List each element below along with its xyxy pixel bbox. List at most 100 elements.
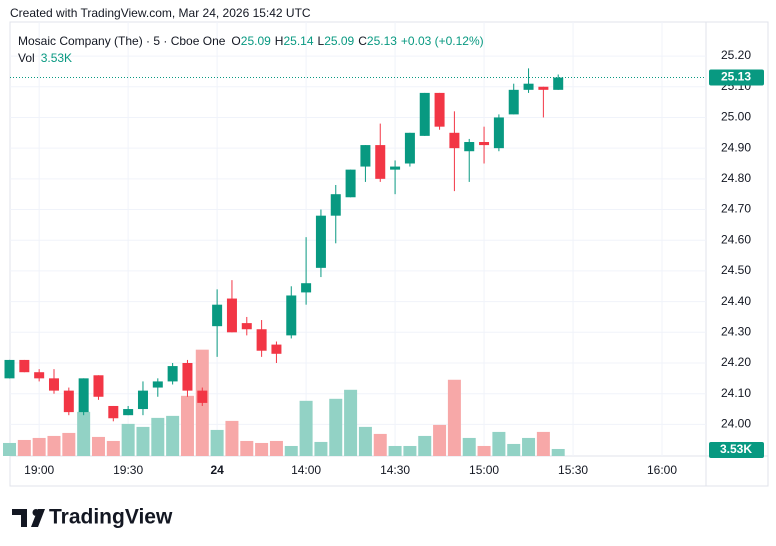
volume-bar <box>477 445 491 456</box>
y-tick-label: 24.30 <box>721 324 751 338</box>
y-tick-label: 24.40 <box>721 294 751 308</box>
volume-bar <box>180 395 194 456</box>
candle-body <box>345 169 356 198</box>
candle-body <box>48 378 59 391</box>
y-tick-label: 25.00 <box>721 110 751 124</box>
volume-legend-label: Vol <box>18 51 35 65</box>
volume-bar <box>77 411 91 456</box>
candle-body <box>315 215 326 268</box>
volume-bar <box>388 445 402 456</box>
last-price-label: 25.13 <box>721 70 751 84</box>
candle-body <box>197 390 208 403</box>
volume-bar <box>358 426 372 456</box>
candle-body <box>508 89 519 115</box>
candle-body <box>212 304 223 327</box>
volume-bar <box>344 389 358 456</box>
y-tick-label: 24.10 <box>721 386 751 400</box>
candle-body <box>78 378 89 413</box>
high-label: H <box>275 34 284 48</box>
volume-bar <box>492 431 506 456</box>
open-value: 25.09 <box>241 34 271 48</box>
volume-bar <box>91 436 105 456</box>
candle-body <box>464 142 475 152</box>
candle-body <box>553 77 564 90</box>
y-tick-label: 24.50 <box>721 263 751 277</box>
volume-bar <box>240 440 254 456</box>
y-tick-label: 24.70 <box>721 202 751 216</box>
volume-bar <box>373 433 387 456</box>
y-tick-label: 24.60 <box>721 232 751 246</box>
volume-bar <box>106 440 120 456</box>
x-tick-label: 15:00 <box>469 463 499 477</box>
last-price-box <box>709 69 764 86</box>
candle-body <box>4 359 15 379</box>
candle-body <box>330 194 341 216</box>
candle-body <box>93 375 104 397</box>
candle-body <box>256 329 267 351</box>
candle-body <box>434 92 445 127</box>
low-value: 25.09 <box>324 34 354 48</box>
candle-body <box>241 323 252 330</box>
candle-body <box>479 142 490 146</box>
candle-body <box>286 295 297 336</box>
volume-bar <box>3 442 16 456</box>
candle-body <box>63 390 74 413</box>
x-tick-label: 14:00 <box>291 463 321 477</box>
volume-bar <box>284 445 298 456</box>
candle-body <box>404 132 415 164</box>
candles <box>4 68 564 422</box>
candle-body <box>108 405 119 419</box>
symbol: Mosaic Company (The) · 5 · Cboe One <box>18 34 226 48</box>
high-value: 25.14 <box>283 34 313 48</box>
last-volume-label: 3.53K <box>720 442 752 456</box>
volume-bar <box>255 442 269 456</box>
volume-bar <box>47 435 61 456</box>
x-tick-label: 19:30 <box>113 463 143 477</box>
legend-header: Mosaic Company (The) · 5 · Cboe One O25.0… <box>18 34 484 48</box>
candle-body <box>375 145 386 179</box>
y-tick-label: 25.20 <box>721 48 751 62</box>
candle-body <box>152 381 163 388</box>
candle-body <box>167 366 178 382</box>
x-tick-label: 14:30 <box>380 463 410 477</box>
volume-bar <box>314 441 328 456</box>
volume-bar <box>551 448 565 456</box>
y-tick-label: 24.90 <box>721 140 751 154</box>
volume-bar <box>166 415 180 456</box>
volume-bar <box>32 437 46 456</box>
y-tick-label: 24.80 <box>721 171 751 185</box>
candle-body <box>226 298 237 333</box>
close-label: C <box>358 34 367 48</box>
candle-body <box>360 145 371 167</box>
volume-bar <box>210 429 224 456</box>
footer-brand: TradingView <box>49 506 173 529</box>
y-tick-label: 24.20 <box>721 355 751 369</box>
volume-bar <box>403 445 417 456</box>
change: +0.03 (+0.12%) <box>401 34 484 48</box>
volume-bar <box>462 437 476 456</box>
volume-bar <box>329 398 343 456</box>
x-tick-label: 16:00 <box>647 463 677 477</box>
low-label: L <box>318 34 325 48</box>
x-tick-label: 24 <box>210 463 224 477</box>
volume-bar <box>522 437 536 456</box>
volume-bar <box>17 439 31 456</box>
candle-body <box>123 409 134 416</box>
candle-body <box>390 166 401 170</box>
volume-pane <box>3 349 565 456</box>
candle-body <box>301 283 312 293</box>
watermark: Created with TradingView.com, Mar 24, 20… <box>10 6 311 20</box>
candle-body <box>493 117 504 149</box>
logo-icon <box>12 509 45 527</box>
x-tick-label: 19:00 <box>24 463 54 477</box>
open-label: O <box>231 34 240 48</box>
y-tick-label: 24.00 <box>721 417 751 431</box>
volume-bar <box>121 423 135 456</box>
volume-bar <box>433 424 447 456</box>
candle-body <box>419 92 430 136</box>
candle-body <box>271 344 282 354</box>
volume-legend-value: 3.53K <box>41 51 72 65</box>
volume-bar <box>225 420 239 456</box>
volume-legend: Vol 3.53K <box>18 51 72 65</box>
